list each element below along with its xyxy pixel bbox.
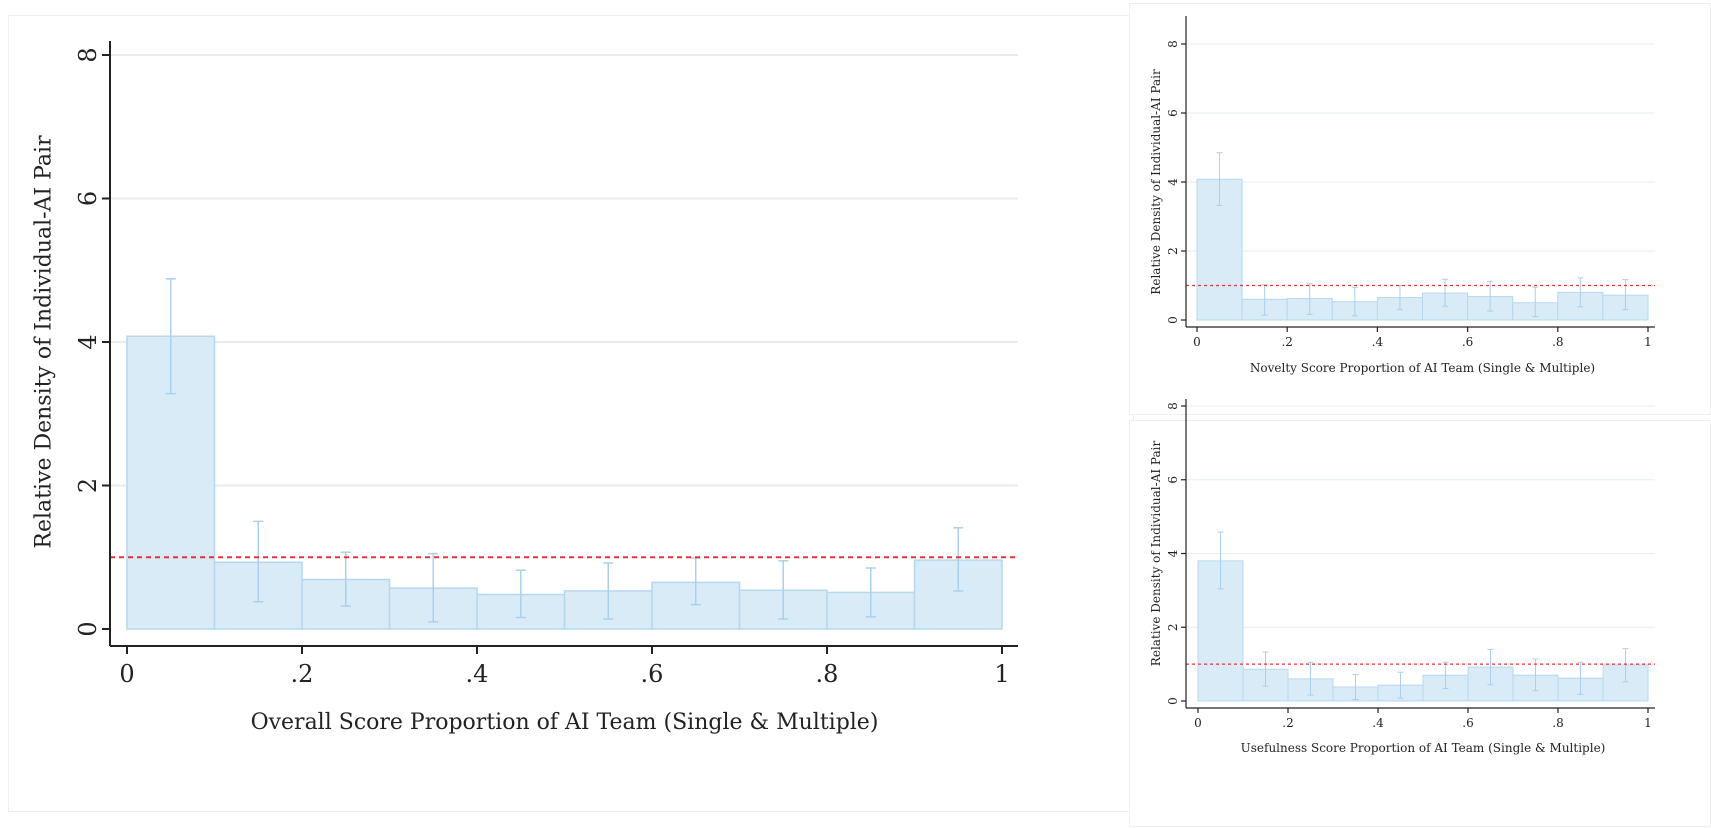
usefulness-histogram-chart: 0 2 4 6 8 0 .2 .4 .6 .8 1 Usefulness Score Proporti…: [1149, 399, 1655, 755]
y-tick-label: 4: [74, 334, 102, 349]
error-bar: [1352, 673, 1359, 701]
error-bar: [1397, 671, 1404, 699]
error-bar: [515, 569, 526, 619]
x-tick-label: 1: [1644, 716, 1652, 730]
x-tick-label: 0: [119, 660, 134, 688]
error-bar: [165, 278, 176, 395]
x-tick-label: .6: [1462, 716, 1473, 730]
x-tick-label: .2: [1281, 335, 1292, 349]
error-bar: [428, 552, 439, 623]
y-tick-label: 2: [1166, 623, 1180, 631]
y-axis-title: Relative Density of Individual-AI Pair: [1149, 69, 1163, 295]
x-tick-label: .4: [466, 660, 489, 688]
error-bar: [1577, 661, 1584, 695]
error-bar: [1442, 661, 1449, 689]
x-tick-label: .8: [1552, 335, 1563, 349]
y-tick-label: 6: [1166, 476, 1180, 484]
usefulness-histogram-panel: 0 2 4 6 8 0 .2 .4 .6 .8 1 Usefulness Score Proporti…: [1129, 399, 1711, 827]
error-bar: [340, 551, 351, 607]
y-tick-label: 0: [1166, 316, 1180, 324]
y-tick-label: 8: [74, 47, 102, 62]
x-tick-label: .4: [1372, 716, 1384, 730]
x-axis-title: Usefulness Score Proportion of AI Team (…: [1241, 741, 1606, 755]
error-bar: [603, 562, 614, 620]
x-axis-title: Overall Score Proportion of AI Team (Sin…: [251, 710, 879, 735]
error-bar: [1307, 661, 1314, 696]
x-axis-title: Novelty Score Proportion of AI Team (Sin…: [1250, 361, 1595, 375]
error-bar: [253, 520, 264, 603]
y-tick-label: 2: [74, 478, 102, 493]
y-tick-label: 0: [74, 621, 102, 636]
x-tick-label: .2: [291, 660, 314, 688]
error-bar: [1442, 278, 1449, 307]
error-bar: [1577, 277, 1584, 308]
error-bar: [1262, 651, 1269, 687]
x-tick-label: .6: [1462, 335, 1473, 349]
overall-histogram-chart: 0 2 4 6 8 0 .2 .4 .6 .8 1 Overall Score Proportion …: [32, 41, 1018, 735]
x-tick-label: .8: [816, 660, 839, 688]
y-tick-label: 6: [74, 191, 102, 206]
novelty-histogram-chart: 0 2 4 6 8 0 .2 .4 .6 .8 1 Novelty Score Proportion …: [1149, 16, 1655, 375]
x-tick-label: 1: [994, 660, 1009, 688]
y-tick-label: 8: [1166, 40, 1180, 48]
y-tick-label: 4: [1166, 178, 1180, 186]
error-bar: [1351, 286, 1358, 317]
error-bar: [1532, 286, 1539, 318]
x-tick-label: 0: [1194, 716, 1202, 730]
y-tick-label: 2: [1166, 247, 1180, 255]
error-bar: [1622, 279, 1629, 311]
x-tick-label: 0: [1193, 335, 1201, 349]
error-bar: [1487, 280, 1494, 312]
y-tick-label: 6: [1166, 109, 1180, 117]
x-tick-label: .4: [1372, 335, 1384, 349]
novelty-histogram-panel: 0 2 4 6 8 0 .2 .4 .6 .8 1 Novelty Score Proportion …: [1129, 3, 1711, 415]
error-bar: [1261, 284, 1268, 316]
x-tick-label: .8: [1552, 716, 1563, 730]
y-tick-label: 4: [1166, 549, 1180, 557]
overall-histogram-panel: 0 2 4 6 8 0 .2 .4 .6 .8 1 Overall Score Proportion …: [8, 15, 1134, 812]
y-tick-label: 8: [1166, 402, 1180, 410]
y-axis-title: Relative Density of Individual-AI Pair: [1149, 441, 1163, 667]
error-bar: [953, 527, 964, 592]
x-tick-label: .6: [641, 660, 664, 688]
error-bar: [1622, 648, 1629, 683]
error-bar: [778, 560, 789, 620]
y-axis-title: Relative Density of Individual-AI Pair: [32, 135, 57, 549]
error-bar: [1217, 531, 1224, 590]
error-bar: [1487, 648, 1494, 686]
error-bar: [1216, 152, 1223, 206]
error-bar: [1306, 283, 1313, 315]
x-tick-label: 1: [1644, 335, 1652, 349]
error-bar: [865, 567, 876, 618]
y-tick-label: 0: [1166, 697, 1180, 705]
x-tick-label: .2: [1282, 716, 1293, 730]
